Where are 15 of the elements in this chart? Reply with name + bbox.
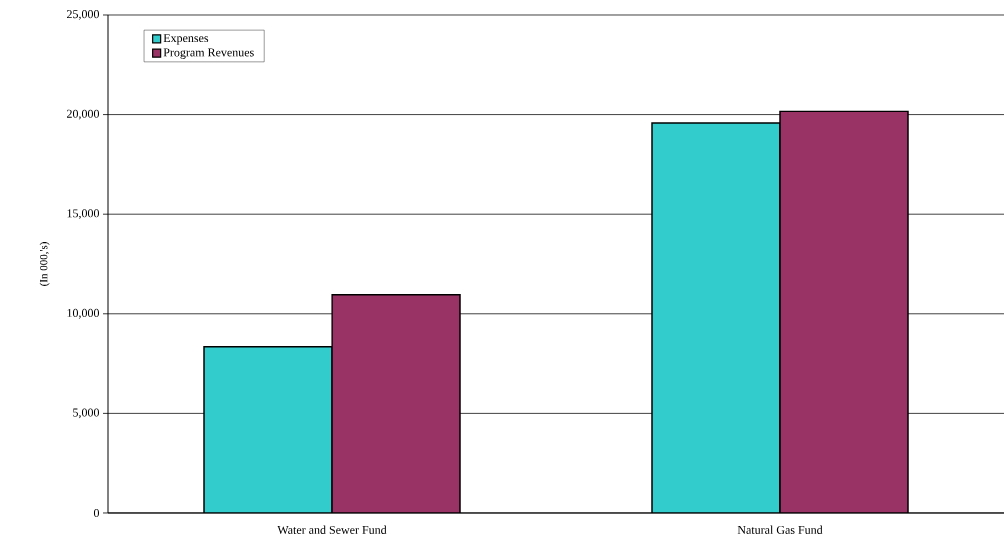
y-tick-label: 5,000 bbox=[73, 408, 100, 419]
legend-label: Expenses bbox=[163, 34, 209, 45]
x-tick-label: Natural Gas Fund bbox=[737, 525, 823, 534]
y-axis-title: (In 000,'s) bbox=[39, 242, 50, 286]
bar bbox=[331, 293, 461, 513]
bar bbox=[779, 110, 909, 513]
y-tick-label: 0 bbox=[93, 508, 100, 518]
y-tick-label: 25,000 bbox=[67, 10, 100, 20]
bar bbox=[651, 122, 781, 513]
y-tick-label: 15,000 bbox=[67, 209, 100, 220]
x-tick-label: Water and Sewer Fund bbox=[277, 525, 387, 535]
y-tick-label: 10,000 bbox=[67, 308, 100, 319]
legend-label: Program Revenues bbox=[163, 48, 254, 59]
y-tick-label: 20,000 bbox=[67, 109, 100, 120]
bar bbox=[203, 345, 333, 513]
